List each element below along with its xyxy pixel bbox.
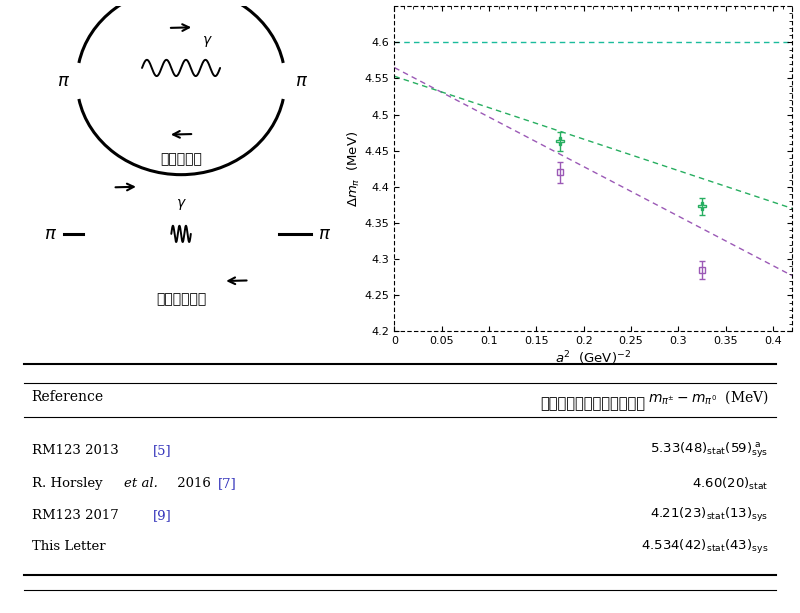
Text: $\pi$: $\pi$ <box>295 72 308 90</box>
Y-axis label: $\Delta m_{\pi}$  (MeV): $\Delta m_{\pi}$ (MeV) <box>346 131 362 207</box>
Text: $4.534(42)_{\mathrm{stat}}(43)_{\mathrm{sys}}$: $4.534(42)_{\mathrm{stat}}(43)_{\mathrm{… <box>641 538 769 555</box>
Text: $\gamma$: $\gamma$ <box>202 34 213 50</box>
Text: RM123 2013: RM123 2013 <box>31 444 122 457</box>
Text: 格点量子色动力学计算结果: 格点量子色动力学计算结果 <box>541 397 646 411</box>
Text: RM123 2017: RM123 2017 <box>31 509 122 522</box>
X-axis label: $a^2$  (GeV)$^{-2}$: $a^2$ (GeV)$^{-2}$ <box>555 349 631 367</box>
Text: Reference: Reference <box>31 390 104 405</box>
Text: 夸克非联通图: 夸克非联通图 <box>156 292 206 306</box>
Text: [5]: [5] <box>153 444 172 457</box>
Text: $\pi$: $\pi$ <box>44 225 58 243</box>
Text: et al.: et al. <box>124 478 158 490</box>
Text: $\pi$: $\pi$ <box>58 72 70 90</box>
Text: R. Horsley: R. Horsley <box>31 478 106 490</box>
Text: This Letter: This Letter <box>31 540 105 553</box>
Text: $4.60(20)_{\mathrm{stat}}$: $4.60(20)_{\mathrm{stat}}$ <box>692 476 769 492</box>
Text: $m_{\pi^{\pm}} - m_{\pi^{0}}$  (MeV): $m_{\pi^{\pm}} - m_{\pi^{0}}$ (MeV) <box>647 389 769 406</box>
Text: $4.21(23)_{\mathrm{stat}}(13)_{\mathrm{sys}}$: $4.21(23)_{\mathrm{stat}}(13)_{\mathrm{s… <box>650 506 769 524</box>
Text: $\pi$: $\pi$ <box>318 225 330 243</box>
Text: 夸克联通图: 夸克联通图 <box>160 152 202 166</box>
Text: [9]: [9] <box>153 509 172 522</box>
Text: [7]: [7] <box>218 478 237 490</box>
Text: $5.33(48)_{\mathrm{stat}}(59)_{\mathrm{sys}}^{\mathrm{\ a}}$: $5.33(48)_{\mathrm{stat}}(59)_{\mathrm{s… <box>650 441 769 460</box>
Text: $\gamma$: $\gamma$ <box>176 197 186 212</box>
Text: 2016: 2016 <box>173 478 214 490</box>
